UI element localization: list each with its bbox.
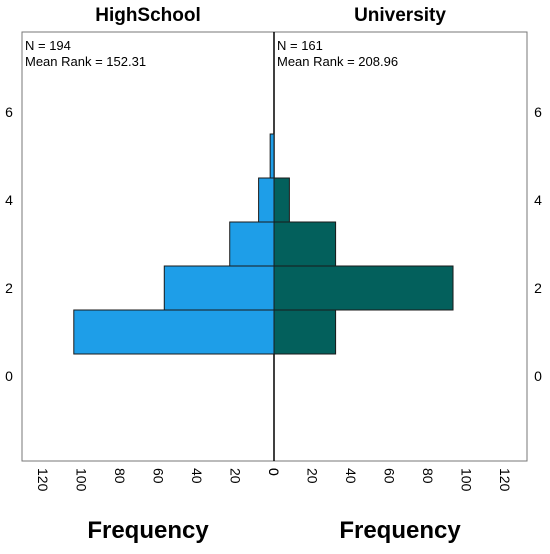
right-bar-4 bbox=[273, 177, 290, 223]
right-panel-title: University bbox=[354, 5, 446, 26]
x-ticks-group: 120 100 80 60 40 20 00 20 40 60 80 100 120 bbox=[35, 468, 513, 492]
x-tick-label-left: 0 bbox=[266, 468, 282, 476]
x-tick-label-left: 80 bbox=[112, 468, 128, 484]
left-n-label: N = 194 bbox=[25, 38, 71, 53]
y-tick-label-left: 0 bbox=[5, 368, 13, 384]
left-bar-1 bbox=[73, 309, 275, 355]
y-tick-label-right: 6 bbox=[534, 104, 542, 120]
left-panel-title: HighSchool bbox=[95, 5, 201, 26]
right-bar-2 bbox=[273, 265, 454, 311]
x-tick-label-left: 60 bbox=[151, 468, 167, 484]
y-tick-label-right: 0 bbox=[534, 368, 542, 384]
x-tick-label-right: 100 bbox=[459, 468, 475, 492]
x-tick-label-right: 60 bbox=[382, 468, 398, 484]
left-bar-3 bbox=[229, 221, 275, 267]
right-mean-rank-label: Mean Rank = 208.96 bbox=[277, 54, 398, 69]
y-tick-label-left: 2 bbox=[5, 280, 13, 296]
x-tick-label-left: 40 bbox=[189, 468, 205, 484]
x-tick-label-right: 0 bbox=[266, 468, 282, 476]
x-tick-label-left: 120 bbox=[35, 468, 51, 492]
x-tick-label-right: 120 bbox=[497, 468, 513, 492]
x-tick-label-left: 100 bbox=[74, 468, 90, 492]
y-ticks-group: 0 0 2 2 4 4 6 6 bbox=[5, 104, 542, 384]
left-bar-5 bbox=[269, 133, 275, 179]
x-tick-label-right: 40 bbox=[343, 468, 359, 484]
left-bar-4 bbox=[258, 177, 275, 223]
left-mean-rank-label: Mean Rank = 152.31 bbox=[25, 54, 146, 69]
x-tick-label-left: 20 bbox=[228, 468, 244, 484]
right-n-label: N = 161 bbox=[277, 38, 323, 53]
y-tick-label-left: 6 bbox=[5, 104, 13, 120]
y-tick-label-left: 4 bbox=[5, 192, 13, 208]
right-bar-3 bbox=[273, 221, 337, 267]
x-tick-label-right: 20 bbox=[305, 468, 321, 484]
right-bar-1 bbox=[273, 309, 337, 355]
x-tick-label-right: 80 bbox=[420, 468, 436, 484]
left-bar-2 bbox=[163, 265, 275, 311]
bars-group bbox=[73, 133, 454, 355]
left-x-axis-label: Frequency bbox=[87, 517, 209, 544]
y-tick-label-right: 2 bbox=[534, 280, 542, 296]
right-x-axis-label: Frequency bbox=[339, 517, 461, 544]
y-tick-label-right: 4 bbox=[534, 192, 542, 208]
